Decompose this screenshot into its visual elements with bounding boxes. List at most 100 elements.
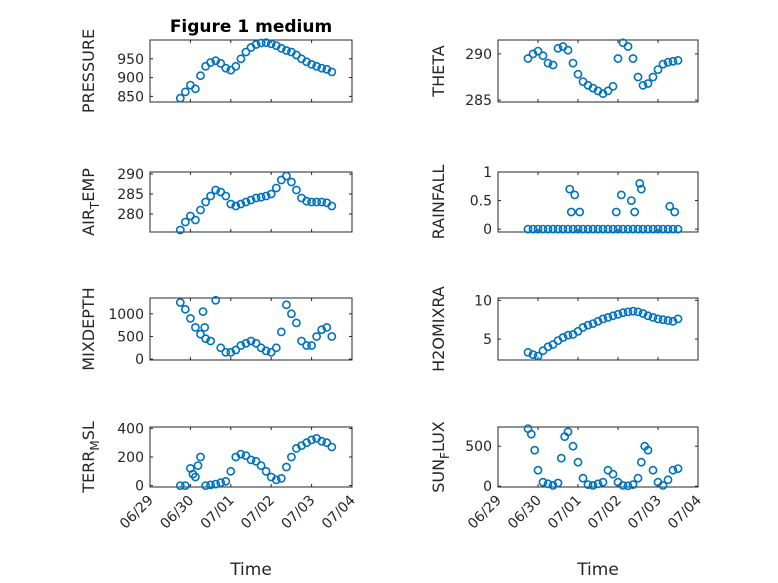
data-point [538,51,548,61]
data-series [175,38,337,103]
data-point [603,86,613,96]
y-axis-label: SUNFLUX [429,421,452,493]
data-point [583,320,593,330]
data-point [573,69,583,79]
data-point [286,177,296,187]
y-axis-label-rest: SL [79,421,98,440]
data-point [643,445,653,455]
data-point [618,308,628,318]
data-point [236,341,246,350]
subplot-2: 285 290 THETA [429,38,699,109]
data-point [578,224,588,234]
data-point [628,306,638,316]
data-point [578,322,588,332]
data-point [648,224,658,234]
axes-frame [497,297,699,361]
data-point [201,481,210,490]
data-series [523,178,683,234]
data-point [673,464,683,473]
y-axis-label: H2OMIXRA [429,286,448,372]
data-point [251,40,261,49]
data-point [175,93,185,103]
data-point [613,224,623,234]
data-point [241,451,251,460]
data-point [190,84,200,94]
data-point [322,322,332,332]
data-point [553,478,563,488]
subplot-5: 0 500 1000 MIXDEPTH [79,287,353,371]
data-point [276,327,286,337]
data-point [583,480,593,489]
data-point [281,462,291,472]
data-point [266,39,276,49]
y-axis-label: PRESSURE [79,29,98,113]
data-point [570,190,580,200]
x-tick-label: 07/01 [198,493,238,533]
data-point [327,332,337,341]
data-point [533,46,543,56]
data-point [663,57,673,67]
x-tick-label: 07/02 [238,493,278,533]
data-point [261,466,271,476]
data-point [236,199,246,209]
data-point [533,465,543,475]
data-point [588,319,598,328]
data-point [668,465,678,475]
y-axis-label: THETA [429,45,448,97]
data-point [261,346,271,356]
y-axis-label-subscript: T [88,201,102,210]
data-series [175,295,337,357]
data-point [623,481,633,491]
y-axis-label-subscript: F [438,452,452,459]
y-tick-label: 0 [135,352,144,368]
data-point [221,476,231,486]
data-point [583,224,593,234]
data-point [633,72,643,82]
data-point [317,197,327,207]
data-point [668,224,678,234]
data-point [312,61,321,71]
data-point [327,442,337,452]
y-tick-label: 200 [117,450,144,466]
data-point [611,207,621,217]
data-point [598,477,608,487]
y-tick-label: 500 [117,329,144,345]
data-point [588,224,598,234]
data-point [553,224,563,234]
data-point [648,465,658,475]
axes-frame [149,297,353,361]
data-point [523,224,533,234]
data-point [653,314,663,324]
data-point [201,334,210,344]
y-axis-label: TERRMSL [79,421,102,494]
data-point [578,473,588,483]
data-point [563,224,573,234]
data-point [598,314,608,324]
data-point [317,436,327,446]
y-axis-label-subscript: M [88,440,102,450]
data-point [635,178,645,188]
data-point [543,479,553,489]
data-point [236,449,246,459]
data-point [568,224,578,234]
data-point [297,336,306,346]
data-point [643,311,653,321]
data-point [563,427,573,437]
x-tick-label: 07/04 [665,492,705,532]
data-point [613,309,623,319]
data-point [307,435,316,445]
data-point [638,309,648,318]
data-point [246,336,256,346]
data-point [206,480,215,490]
data-point [548,60,558,70]
data-point [563,330,573,340]
data-point [636,184,646,194]
y-tick-label: 1000 [108,307,144,323]
data-point [198,307,208,316]
y-tick-label: 10 [474,293,492,309]
subplot-1: 850 900 950 PRESSURE Figure 1 medium [79,17,353,113]
data-point [256,461,266,470]
y-tick-label: 500 [465,439,492,455]
data-point [175,298,185,307]
data-point [573,457,583,467]
